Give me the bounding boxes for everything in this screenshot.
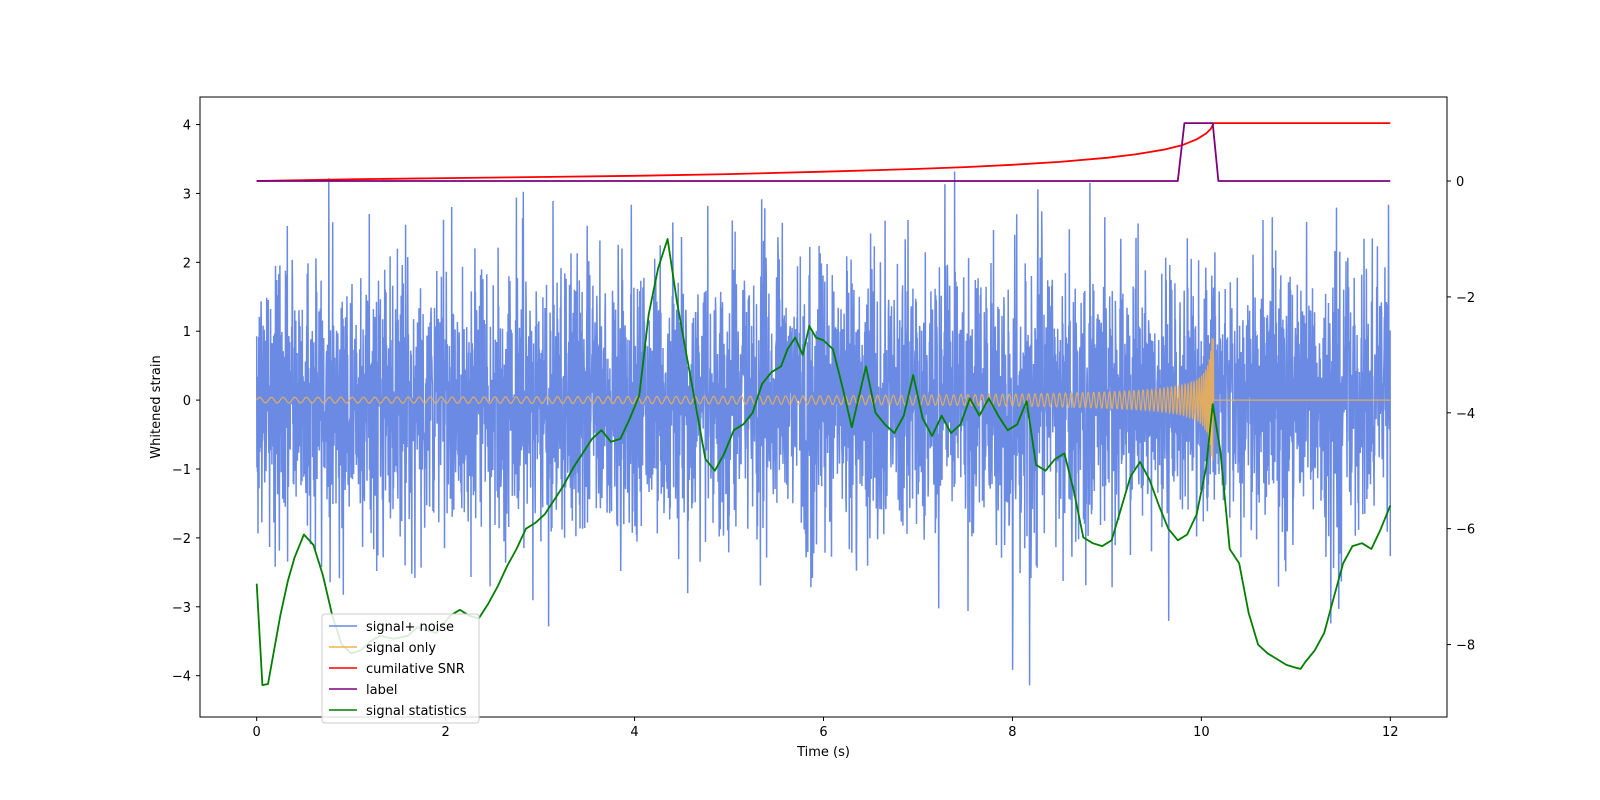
legend-label-signal-noise: signal+ noise	[366, 620, 454, 635]
legend: signal+ noise signal only cumilative SNR…	[321, 613, 480, 724]
y-tick-label: 1	[183, 325, 191, 340]
x-tick-label: 0	[253, 725, 261, 740]
legend-box	[321, 613, 480, 724]
plot-area	[255, 122, 1392, 686]
series-cumulative-snr	[256, 122, 1391, 182]
x-tick-label: 8	[1008, 725, 1016, 740]
y2-tick-label: −6	[1456, 523, 1475, 538]
legend-label-cumulative-snr: cumilative SNR	[366, 662, 465, 677]
series-signal-only	[256, 338, 1391, 462]
x-axis-label: Time (s)	[796, 745, 850, 760]
series-signal-noise	[255, 171, 1392, 686]
y2-tick-label: −4	[1456, 407, 1475, 422]
y-tick-label: −3	[172, 601, 191, 616]
legend-label-signal-only: signal only	[366, 641, 436, 656]
y2-tick-label: −8	[1456, 639, 1475, 654]
legend-label-signal-statistics: signal statistics	[366, 704, 467, 719]
x-tick-label: 6	[819, 725, 827, 740]
y-tick-label: 4	[183, 119, 191, 134]
x-tick-label: 12	[1382, 725, 1399, 740]
legend-label-label: label	[366, 683, 397, 698]
y-axis-label: Whitened strain	[149, 355, 164, 458]
x-tick-label: 2	[441, 725, 449, 740]
y-tick-label: 2	[183, 256, 191, 271]
y2-tick-label: 0	[1456, 175, 1464, 190]
y2-tick-label: −2	[1456, 291, 1475, 306]
y-tick-label: −4	[172, 670, 191, 685]
y-tick-label: −1	[172, 463, 191, 478]
x-tick-label: 4	[630, 725, 638, 740]
y-tick-label: 0	[183, 394, 191, 409]
y-tick-label: −2	[172, 532, 191, 547]
x-tick-label: 10	[1193, 725, 1210, 740]
y-tick-label: 3	[183, 187, 191, 202]
series-label	[256, 122, 1391, 182]
